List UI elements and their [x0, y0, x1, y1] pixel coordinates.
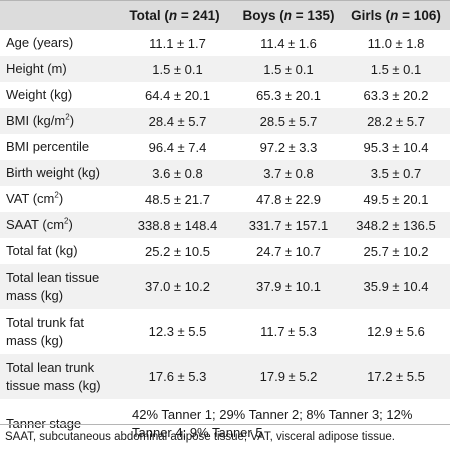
girls-cell: 12.9 ± 5.6	[367, 324, 425, 339]
girls-cell: 28.2 ± 5.7	[342, 108, 450, 134]
total-cell: 11.1 ± 1.7	[149, 35, 206, 51]
boys-cell: 3.7 ± 0.8	[235, 160, 342, 186]
row-label: Total lean tissue mass (kg)	[0, 264, 120, 309]
total-cell: 37.0 ± 10.2	[120, 264, 235, 309]
total-cell: 17.6 ± 5.3	[120, 354, 235, 399]
girls-cell: 11.0 ± 1.8	[367, 35, 425, 51]
boys-cell: 11.4 ± 1.6	[260, 35, 317, 51]
total-cell: 12.3 ± 5.5	[148, 324, 207, 339]
table-row: Total fat (kg) 25.2 ± 10.5 24.7 ± 10.7 2…	[0, 238, 450, 264]
row-label: BMI (kg/m2)	[0, 108, 120, 134]
boys-cell: 65.3 ± 20.1	[256, 87, 321, 103]
table-row: VAT (cm2) 48.5 ± 21.7 47.8 ± 22.9 49.5 ±…	[0, 186, 450, 212]
row-label: Total fat (kg)	[6, 243, 78, 258]
row-label: BMI percentile	[6, 139, 90, 154]
table-row: BMI (kg/m2) 28.4 ± 5.7 28.5 ± 5.7 28.2 ±…	[0, 108, 450, 134]
row-label: Birth weight (kg)	[0, 160, 120, 186]
table-row: Weight (kg) 64.4 ± 20.1 65.3 ± 20.1 63.3…	[0, 82, 450, 108]
girls-cell: 1.5 ± 0.1	[342, 56, 450, 82]
table-row: Total lean tissue mass (kg) 37.0 ± 10.2 3…	[0, 264, 450, 309]
total-cell: 25.2 ± 10.5	[145, 243, 210, 259]
top-rule	[0, 0, 450, 1]
total-cell: 28.4 ± 5.7	[120, 108, 235, 134]
girls-cell: 3.5 ± 0.7	[342, 160, 450, 186]
header-girls: Girls (n = 106)	[342, 0, 450, 30]
table-row: Birth weight (kg) 3.6 ± 0.8 3.7 ± 0.8 3.…	[0, 160, 450, 186]
girls-cell: 348.2 ± 136.5	[342, 212, 450, 238]
total-cell: 48.5 ± 21.7	[145, 191, 210, 207]
boys-cell: 1.5 ± 0.1	[235, 56, 342, 82]
girls-cell: 25.7 ± 10.2	[363, 243, 429, 259]
row-label: Height (m)	[0, 56, 120, 82]
header-total: Total (n = 241)	[120, 0, 235, 30]
row-label: Tanner stage	[6, 415, 82, 431]
table-row: SAAT (cm2) 338.8 ± 148.4 331.7 ± 157.1 3…	[0, 212, 450, 238]
tanner-stage-cell: 42% Tanner 1; 29% Tanner 2; 8% Tanner 3;…	[132, 406, 413, 440]
girls-cell: 95.3 ± 10.4	[363, 139, 429, 155]
girls-cell: 17.2 ± 5.5	[342, 354, 450, 399]
header-blank	[0, 0, 120, 30]
boys-cell: 47.8 ± 22.9	[256, 191, 321, 207]
row-label: Total lean trunk tissue mass (kg)	[0, 354, 120, 399]
row-label: VAT (cm2)	[6, 190, 64, 206]
boys-cell: 37.9 ± 10.1	[235, 264, 342, 309]
girls-cell: 63.3 ± 20.2	[363, 87, 429, 103]
row-label: SAAT (cm2)	[0, 212, 120, 238]
boys-cell: 17.9 ± 5.2	[235, 354, 342, 399]
bottom-rule	[0, 424, 450, 425]
total-cell: 1.5 ± 0.1	[120, 56, 235, 82]
total-cell: 64.4 ± 20.1	[145, 87, 210, 103]
boys-cell: 28.5 ± 5.7	[235, 108, 342, 134]
boys-cell: 11.7 ± 5.3	[260, 324, 317, 339]
boys-cell: 97.2 ± 3.3	[259, 139, 318, 155]
girls-cell: 49.5 ± 20.1	[363, 191, 429, 207]
row-label: Total trunk fat mass (kg)	[6, 314, 85, 348]
header-boys: Boys (n = 135)	[235, 0, 342, 30]
table-row: Total lean trunk tissue mass (kg) 17.6 ± …	[0, 354, 450, 399]
total-cell: 338.8 ± 148.4	[120, 212, 235, 238]
table-row: Tanner stage 42% Tanner 1; 29% Tanner 2;…	[0, 399, 450, 448]
row-label: Age (years)	[6, 35, 74, 50]
header-row: Total (n = 241) Boys (n = 135) Girls (n …	[0, 0, 450, 30]
row-label: Weight (kg)	[6, 87, 73, 102]
girls-cell: 35.9 ± 10.4	[342, 264, 450, 309]
table-footnote: SAAT, subcutaneous abdominal adipose tis…	[5, 431, 395, 443]
boys-cell: 331.7 ± 157.1	[235, 212, 342, 238]
total-cell: 3.6 ± 0.8	[120, 160, 235, 186]
table-row: Total trunk fat mass (kg) 12.3 ± 5.5 11.7…	[0, 309, 450, 354]
table-row: Age (years) 11.1 ± 1.7 11.4 ± 1.6 11.0 ±…	[0, 30, 450, 56]
boys-cell: 24.7 ± 10.7	[256, 243, 321, 259]
table-row: Height (m) 1.5 ± 0.1 1.5 ± 0.1 1.5 ± 0.1	[0, 56, 450, 82]
table-row: BMI percentile 96.4 ± 7.4 97.2 ± 3.3 95.…	[0, 134, 450, 160]
total-cell: 96.4 ± 7.4	[148, 139, 207, 155]
